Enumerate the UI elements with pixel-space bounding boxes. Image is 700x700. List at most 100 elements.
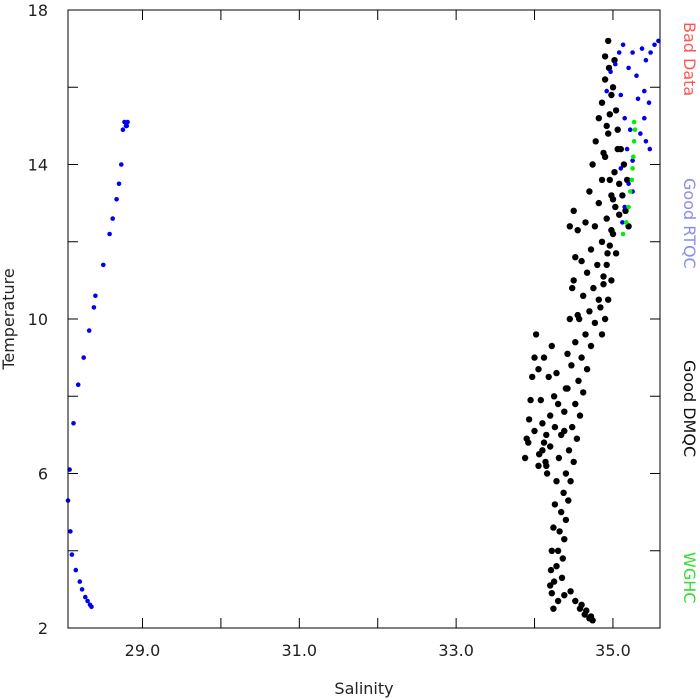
data-point bbox=[554, 547, 562, 554]
data-point bbox=[635, 96, 641, 102]
data-point bbox=[550, 605, 557, 612]
data-point bbox=[629, 177, 635, 183]
data-point bbox=[561, 408, 568, 415]
data-point bbox=[643, 139, 649, 144]
data-point bbox=[547, 566, 555, 574]
data-point bbox=[570, 207, 577, 214]
data-point bbox=[601, 53, 609, 60]
data-point bbox=[531, 427, 538, 435]
data-point bbox=[603, 261, 610, 269]
plot-points-layer bbox=[65, 37, 661, 624]
data-point bbox=[569, 423, 576, 431]
data-point bbox=[606, 176, 613, 184]
data-point bbox=[624, 220, 629, 225]
data-point bbox=[642, 115, 647, 121]
data-point bbox=[643, 57, 649, 63]
data-point bbox=[550, 578, 558, 585]
data-point bbox=[586, 308, 593, 315]
y-tick-label: 10 bbox=[28, 310, 48, 329]
data-point bbox=[583, 269, 591, 276]
data-point bbox=[603, 215, 610, 222]
data-point bbox=[600, 149, 607, 157]
data-point bbox=[580, 292, 587, 299]
data-point bbox=[537, 396, 544, 404]
data-point bbox=[609, 84, 617, 91]
data-point bbox=[619, 192, 626, 199]
data-point bbox=[622, 115, 627, 121]
data-point bbox=[598, 238, 606, 245]
x-tick-label: 33.0 bbox=[438, 641, 474, 660]
data-point bbox=[561, 427, 568, 435]
data-point bbox=[601, 315, 609, 323]
data-point bbox=[525, 416, 533, 423]
data-point bbox=[595, 199, 602, 207]
data-point bbox=[608, 277, 615, 284]
y-tick-label: 2 bbox=[38, 619, 48, 638]
legend-item-good-dmqc: Good DMQC bbox=[680, 360, 699, 457]
data-point bbox=[543, 462, 550, 469]
data-point bbox=[612, 203, 619, 211]
data-point bbox=[591, 223, 599, 230]
data-point bbox=[574, 311, 581, 319]
data-point bbox=[107, 231, 112, 237]
data-point bbox=[535, 366, 542, 373]
data-point bbox=[582, 331, 589, 338]
data-point bbox=[600, 273, 607, 280]
data-point bbox=[583, 366, 591, 373]
data-point bbox=[73, 567, 79, 573]
data-point bbox=[93, 293, 98, 299]
data-point bbox=[613, 61, 618, 67]
data-point bbox=[558, 574, 566, 581]
legend-item-wghc: WGHC bbox=[680, 552, 699, 603]
legend-item-bad-data: Bad Data bbox=[680, 22, 699, 96]
data-point bbox=[75, 382, 81, 388]
series-wghc bbox=[620, 119, 638, 237]
data-point bbox=[566, 223, 573, 230]
data-point bbox=[605, 130, 612, 137]
data-point bbox=[77, 579, 83, 584]
data-point bbox=[591, 319, 599, 327]
data-point bbox=[547, 443, 554, 450]
data-point bbox=[586, 188, 593, 195]
data-point bbox=[572, 254, 579, 261]
data-point bbox=[597, 304, 604, 311]
data-point bbox=[532, 331, 540, 338]
data-point bbox=[589, 161, 596, 168]
data-point bbox=[555, 454, 563, 462]
data-point bbox=[545, 373, 552, 381]
data-point bbox=[605, 37, 612, 45]
y-axis-title: Temperature bbox=[0, 268, 18, 370]
data-point bbox=[560, 489, 567, 496]
data-point bbox=[558, 508, 565, 516]
data-point bbox=[85, 598, 90, 604]
data-point bbox=[116, 181, 122, 187]
data-point bbox=[609, 196, 617, 203]
data-point bbox=[594, 261, 601, 269]
data-point bbox=[529, 373, 536, 381]
data-point bbox=[551, 501, 559, 508]
data-point bbox=[604, 88, 609, 94]
data-point bbox=[642, 88, 647, 94]
data-point bbox=[120, 127, 126, 132]
data-point bbox=[553, 563, 560, 570]
data-point bbox=[548, 547, 555, 554]
data-point bbox=[622, 204, 627, 210]
data-point bbox=[81, 355, 86, 360]
data-point bbox=[574, 227, 581, 234]
data-point bbox=[614, 126, 621, 133]
data-point bbox=[79, 587, 85, 592]
data-point bbox=[567, 478, 574, 485]
data-point bbox=[547, 582, 554, 589]
data-point bbox=[543, 431, 550, 439]
data-point bbox=[605, 296, 612, 303]
data-point bbox=[604, 250, 611, 257]
legend-item-good-rtqc: Good RTQC bbox=[680, 178, 699, 269]
data-point bbox=[620, 161, 628, 168]
data-point bbox=[578, 354, 585, 361]
data-point bbox=[587, 613, 595, 620]
data-point bbox=[547, 412, 554, 419]
data-point bbox=[69, 552, 75, 557]
data-point bbox=[570, 277, 577, 284]
